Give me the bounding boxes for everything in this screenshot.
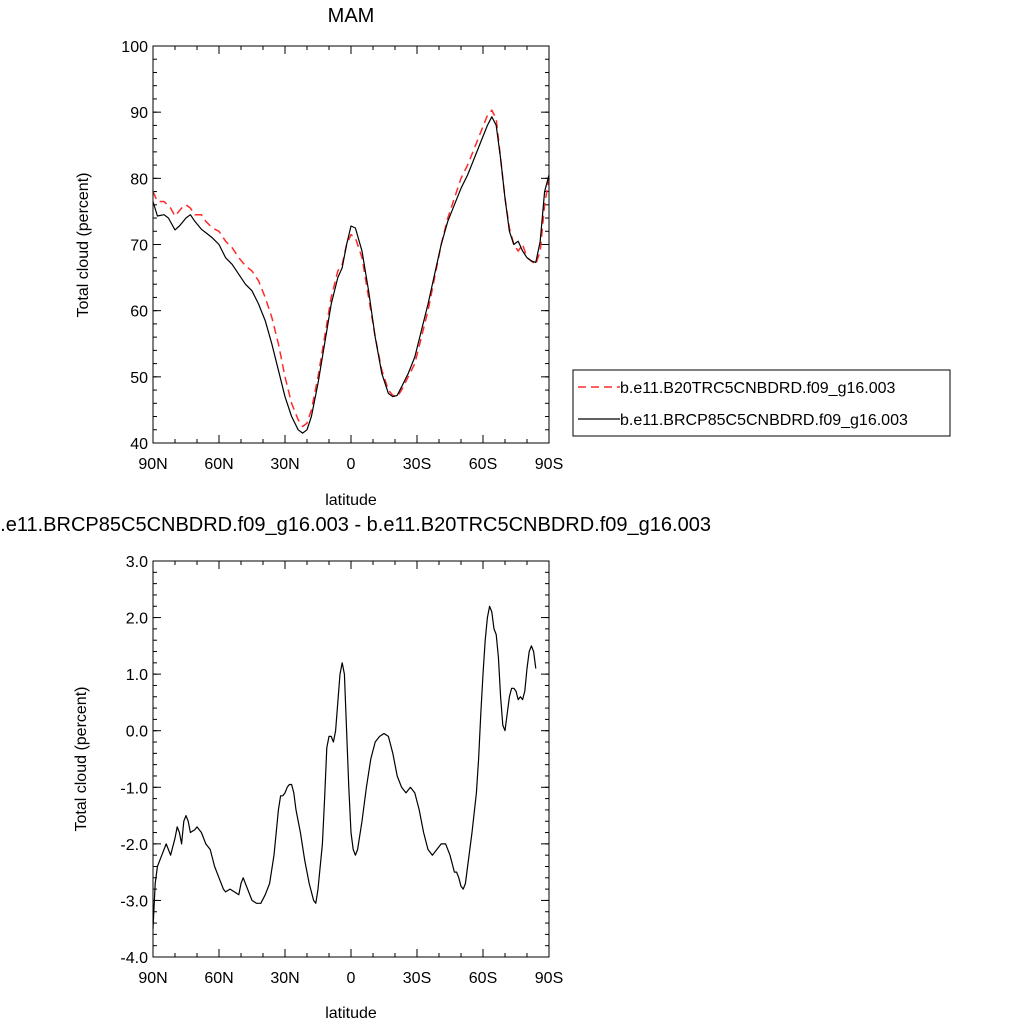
top-chart-frame — [152, 45, 550, 444]
top-x-tick-label: 0 — [347, 456, 356, 473]
top-y-tick-label: 50 — [130, 370, 148, 387]
top-y-tick-label: 100 — [121, 39, 148, 56]
bottom-chart-frame — [152, 560, 550, 958]
top-y-tick-label: 70 — [130, 238, 148, 255]
top-chart-title: MAM — [328, 5, 375, 27]
legend-label-rcp85: b.e11.BRCP85C5CNBDRD.f09_g16.003 — [620, 412, 908, 429]
bottom-y-tick-label: 2.0 — [126, 611, 148, 628]
top-x-tick-label: 30N — [270, 456, 299, 473]
bottom-x-tick-label: 60S — [469, 970, 497, 987]
bottom-y-tick-label: 3.0 — [126, 554, 148, 571]
top-y-tick-label: 40 — [130, 436, 148, 453]
bottom-y-tick-label: -4.0 — [120, 950, 148, 967]
top-x-tick-label: 90S — [535, 456, 563, 473]
bottom-x-tick-label: 90S — [535, 970, 563, 987]
top-x-tick-label: 90N — [138, 456, 167, 473]
top-chart-ylabel: Total cloud (percent) — [75, 173, 92, 318]
bottom-y-tick-label: 1.0 — [126, 667, 148, 684]
top-chart-legend: b.e11.B20TRC5CNBDRD.f09_g16.003 b.e11.BR… — [572, 369, 951, 437]
top-x-tick-label: 60N — [204, 456, 233, 473]
top-y-tick-label: 90 — [130, 105, 148, 122]
top-series-line-1 — [152, 116, 550, 434]
bottom-y-tick-label: -2.0 — [120, 837, 148, 854]
bottom-y-tick-label: -1.0 — [120, 780, 148, 797]
bottom-chart-ylabel: Total cloud (percent) — [73, 687, 90, 832]
bottom-x-tick-label: 90N — [138, 970, 167, 987]
top-y-tick-label: 60 — [130, 304, 148, 321]
bottom-x-tick-label: 30S — [403, 970, 431, 987]
bottom-x-tick-label: 60N — [204, 970, 233, 987]
top-x-tick-label: 30S — [403, 456, 431, 473]
bottom-x-tick-label: 0 — [347, 970, 356, 987]
bottom-chart-title: b.e11.BRCP85C5CNBDRD.f09_g16.003 - b.e11… — [0, 514, 711, 536]
top-chart-xlabel: latitude — [325, 492, 377, 509]
legend-box — [572, 369, 951, 437]
bottom-chart-xlabel: latitude — [325, 1005, 377, 1022]
bottom-series-line-0 — [152, 605, 537, 929]
top-y-tick-label: 80 — [130, 171, 148, 188]
top-chart-ticks: 90N 60N 30N 0 30S 60S 90S 40 50 60 70 80 90 100 — [121, 39, 563, 473]
bottom-chart-lines — [152, 605, 537, 929]
bottom-x-tick-label: 30N — [270, 970, 299, 987]
top-x-tick-label: 60S — [469, 456, 497, 473]
bottom-y-tick-label: 0.0 — [126, 724, 148, 741]
legend-label-historical: b.e11.B20TRC5CNBDRD.f09_g16.003 — [620, 380, 896, 397]
top-panel: MAM 90N 60N 30N 0 30S 60S 90S 40 50 60 70 80 90 100 l… — [75, 5, 951, 509]
top-series-line-0 — [152, 109, 550, 428]
bottom-panel: b.e11.BRCP85C5CNBDRD.f09_g16.003 - b.e11… — [0, 514, 711, 1022]
bottom-y-tick-label: -3.0 — [120, 893, 148, 910]
top-chart-lines — [152, 109, 550, 434]
bottom-chart-ticks: 90N 60N 30N 0 30S 60S 90S -4.0 -3.0 -2.0 -1.0 0.0 1.… — [120, 554, 563, 987]
